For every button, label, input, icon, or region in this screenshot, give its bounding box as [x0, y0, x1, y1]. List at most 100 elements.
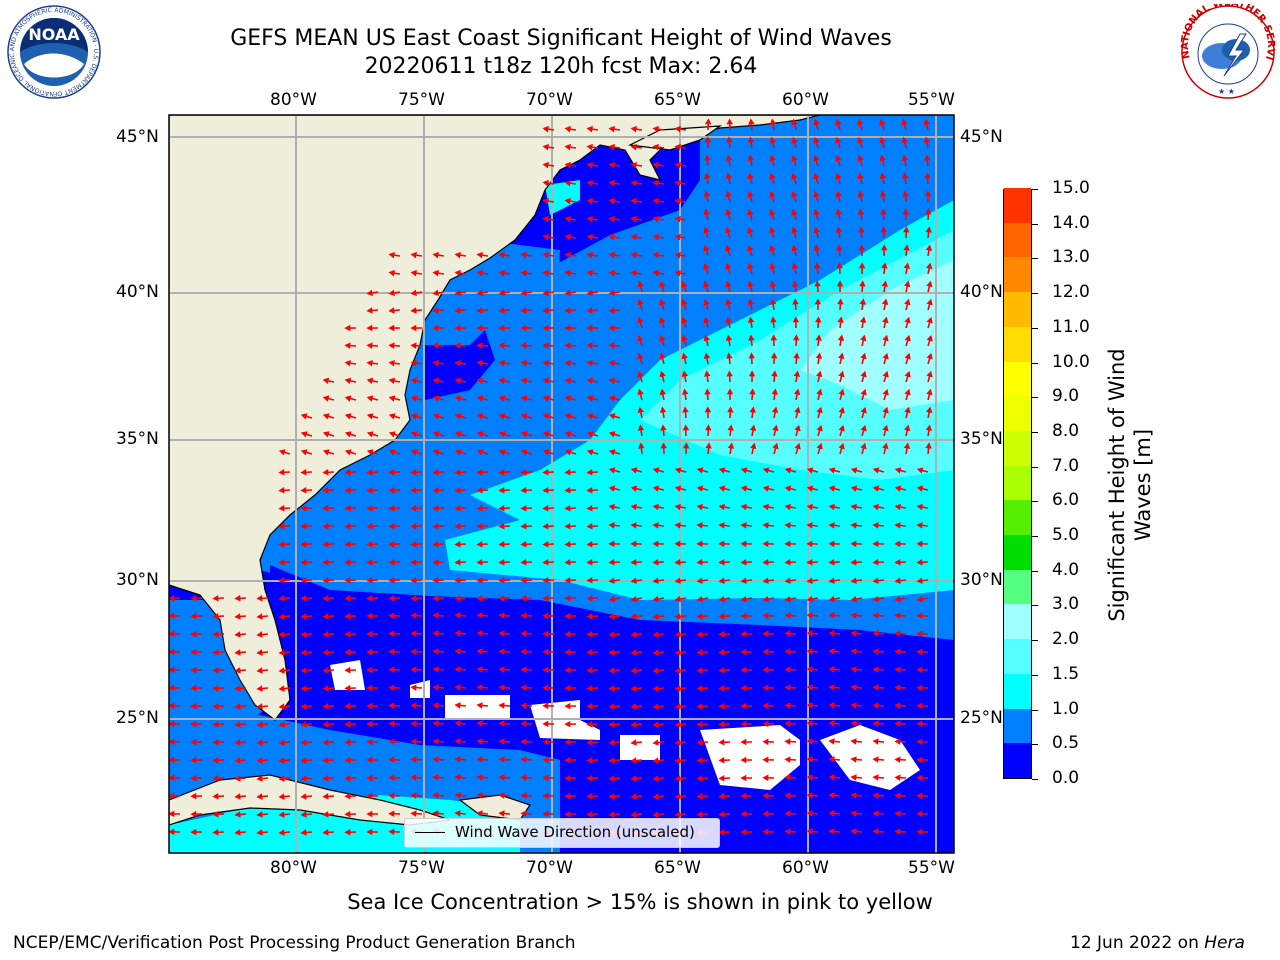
- wave-arrow-head: [608, 685, 615, 692]
- wave-arrow-head: [762, 702, 769, 710]
- wave-arrow-head: [725, 172, 733, 180]
- wave-arrow-head: [747, 262, 754, 270]
- wave-arrow-head: [388, 666, 395, 674]
- wave-arrow-head: [520, 720, 527, 727]
- wave-arrow-head: [388, 792, 395, 800]
- wave-arrow-head: [564, 559, 571, 566]
- wave-arrow-head: [769, 136, 776, 144]
- wave-arrow-head: [630, 179, 637, 187]
- wave-arrow-head: [806, 702, 813, 709]
- wave-arrow-head: [652, 251, 659, 259]
- wave-arrow-head: [718, 648, 725, 656]
- wave-arrow-head: [564, 307, 571, 314]
- wave-arrow-head: [256, 631, 263, 638]
- wave-arrow-head: [454, 431, 462, 438]
- wave-arrow-head: [476, 792, 483, 799]
- wave-arrow-head: [520, 269, 527, 277]
- wave-arrow-head: [726, 388, 734, 395]
- wave-arrow-head: [674, 685, 681, 692]
- legend-label: Wind Wave Direction (unscaled): [455, 823, 695, 841]
- wave-arrow-head: [586, 125, 593, 133]
- wave-arrow-head: [630, 485, 638, 492]
- wave-arrow-head: [476, 648, 483, 655]
- wave-arrow-head: [212, 685, 219, 692]
- wave-arrow-head: [454, 630, 461, 637]
- wave-arrow-head: [498, 666, 505, 673]
- wave-arrow-head: [806, 577, 813, 584]
- wave-arrow-head: [300, 559, 307, 566]
- wave-arrow-head: [454, 523, 461, 530]
- wave-arrow-head: [784, 540, 791, 548]
- wave-arrow-head: [630, 522, 637, 529]
- wave-arrow-head: [322, 377, 330, 385]
- wave-arrow-head: [924, 154, 931, 161]
- wave-arrow-head: [454, 413, 462, 420]
- wave-arrow-head: [727, 442, 735, 449]
- wave-arrow-head: [769, 208, 776, 216]
- wave-arrow-head: [630, 215, 637, 223]
- wave-arrow-head: [300, 469, 307, 476]
- wave-arrow-head: [652, 811, 659, 818]
- wave-arrow-head: [718, 756, 725, 764]
- wave-arrow-head: [872, 559, 879, 566]
- wave-arrow-head: [256, 793, 263, 800]
- wave-arrow-head: [652, 215, 659, 223]
- wave-arrow-head: [718, 559, 725, 566]
- wave-arrow-head: [388, 738, 395, 746]
- map-frame: [168, 114, 955, 854]
- wave-arrow-head: [564, 449, 572, 456]
- wave-arrow-head: [454, 269, 461, 277]
- wave-arrow-head: [476, 523, 483, 530]
- band-1-to-1-5-north: [545, 180, 580, 215]
- wave-arrow-head: [190, 684, 197, 692]
- wave-arrow-head: [234, 721, 241, 728]
- wave-arrow-head: [652, 685, 659, 692]
- wave-arrow-head: [278, 793, 285, 800]
- wave-arrow-head: [860, 370, 867, 378]
- wave-arrow-head: [542, 413, 550, 420]
- lat-label-left-40n: 40°N: [116, 282, 159, 302]
- wave-arrow-head: [674, 721, 681, 728]
- lat-label-right-40n: 40°N: [960, 282, 1003, 302]
- wave-arrow-head: [784, 503, 791, 511]
- wave-arrow-head: [718, 612, 725, 620]
- wave-arrow-head: [902, 172, 909, 179]
- wave-arrow-head: [725, 208, 732, 216]
- wave-arrow-head: [498, 684, 505, 691]
- wave-arrow-head: [410, 395, 418, 402]
- wave-arrow-head: [454, 307, 461, 314]
- wave-arrow-head: [923, 136, 931, 143]
- wave-arrow-head: [322, 667, 329, 674]
- wave-arrow-head: [630, 161, 637, 169]
- wave-arrow-head: [542, 377, 550, 385]
- wave-arrow-head: [454, 792, 461, 799]
- wave-arrow-head: [696, 775, 703, 782]
- wave-arrow-head: [740, 792, 747, 800]
- wave-arrow-head: [894, 522, 901, 529]
- colorbar-segment: [1004, 742, 1031, 778]
- wave-arrow-head: [476, 666, 483, 673]
- wave-arrow-head: [784, 792, 791, 799]
- wave-arrow-head: [916, 756, 923, 764]
- wave-arrow-head: [850, 684, 857, 691]
- wave-arrow-head: [476, 449, 484, 456]
- wave-arrow-head: [564, 756, 571, 764]
- wave-arrow-head: [278, 595, 285, 602]
- wave-arrow-head: [300, 595, 307, 602]
- wave-arrow-head: [872, 810, 879, 817]
- wave-arrow-head: [894, 702, 901, 709]
- wave-arrow-head: [659, 316, 666, 324]
- wave-arrow-head: [762, 738, 769, 746]
- wave-arrow-head: [234, 649, 241, 656]
- wave-arrow-head: [300, 413, 308, 420]
- wave-arrow-head: [608, 595, 616, 603]
- wave-arrow-head: [872, 612, 879, 619]
- wave-arrow-head: [794, 442, 801, 450]
- wave-arrow-head: [498, 324, 505, 332]
- wave-arrow-head: [454, 342, 461, 349]
- wave-arrow-head: [652, 595, 660, 603]
- wave-arrow-head: [769, 190, 776, 198]
- wave-arrow-head: [674, 467, 682, 474]
- wave-arrow-head: [660, 442, 668, 449]
- wave-arrow-head: [838, 370, 845, 378]
